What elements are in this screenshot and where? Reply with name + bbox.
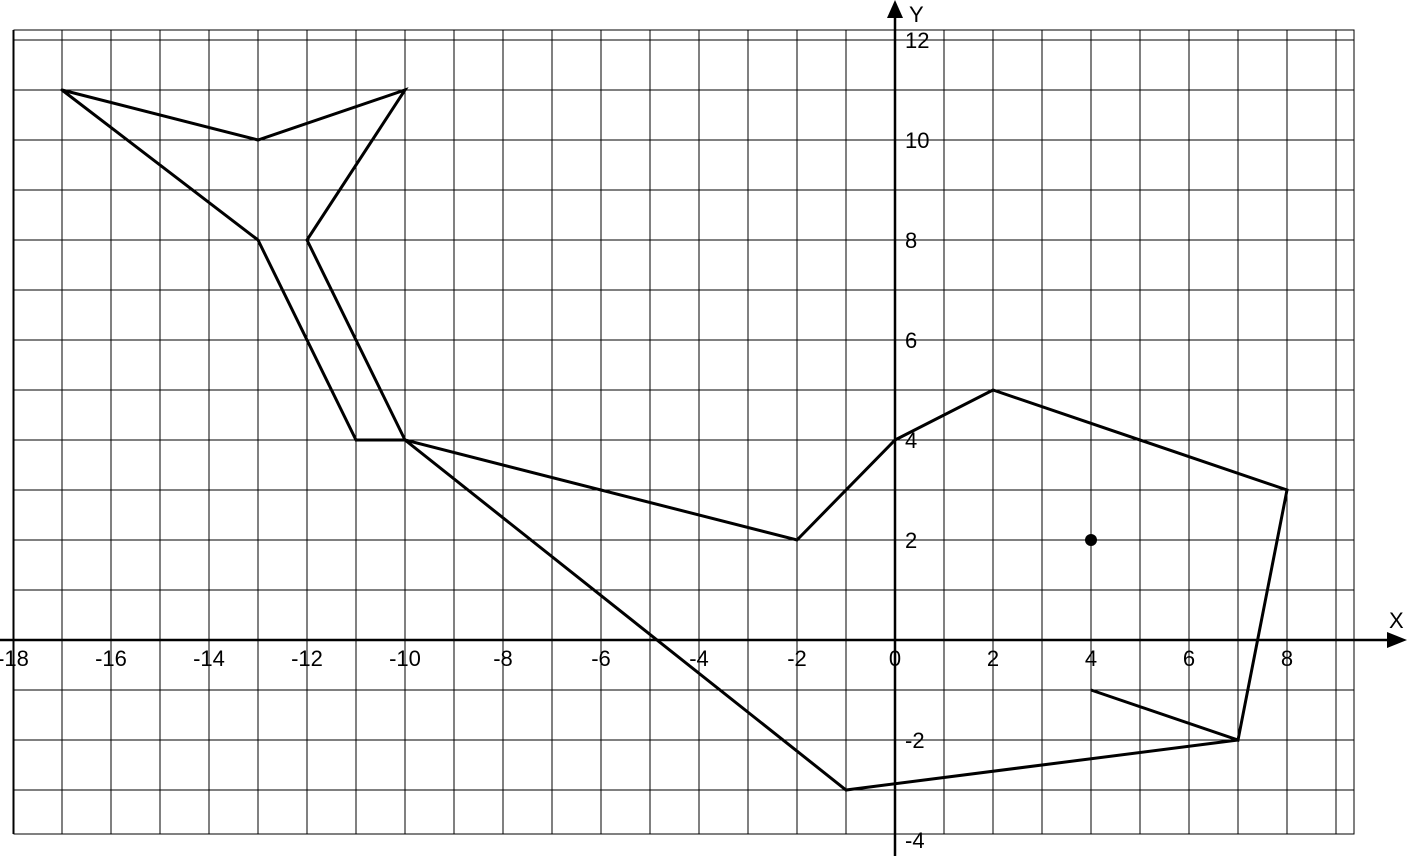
y-tick-label: -2 xyxy=(905,728,925,753)
coordinate-plane: XY-18-16-14-12-10-8-6-4-202468-4-2246810… xyxy=(0,0,1417,856)
x-tick-label: -14 xyxy=(193,646,225,671)
x-tick-label: -16 xyxy=(95,646,127,671)
x-tick-label: -12 xyxy=(291,646,323,671)
x-tick-label: -18 xyxy=(0,646,29,671)
x-tick-label: 2 xyxy=(987,646,999,671)
x-tick-label: -10 xyxy=(389,646,421,671)
x-tick-label: 4 xyxy=(1085,646,1097,671)
y-tick-label: -4 xyxy=(905,828,925,853)
y-tick-label: 10 xyxy=(905,128,929,153)
eye-point xyxy=(1085,534,1097,546)
x-tick-label: -8 xyxy=(493,646,513,671)
x-tick-label: 0 xyxy=(889,646,901,671)
x-tick-label: 6 xyxy=(1183,646,1195,671)
x-tick-label: -2 xyxy=(787,646,807,671)
y-tick-label: 6 xyxy=(905,328,917,353)
x-tick-label: -6 xyxy=(591,646,611,671)
y-axis-label: Y xyxy=(909,2,924,27)
y-tick-label: 8 xyxy=(905,228,917,253)
x-tick-label: 8 xyxy=(1281,646,1293,671)
x-axis-label: X xyxy=(1389,608,1404,633)
y-tick-label: 2 xyxy=(905,528,917,553)
y-tick-label: 12 xyxy=(905,28,929,53)
